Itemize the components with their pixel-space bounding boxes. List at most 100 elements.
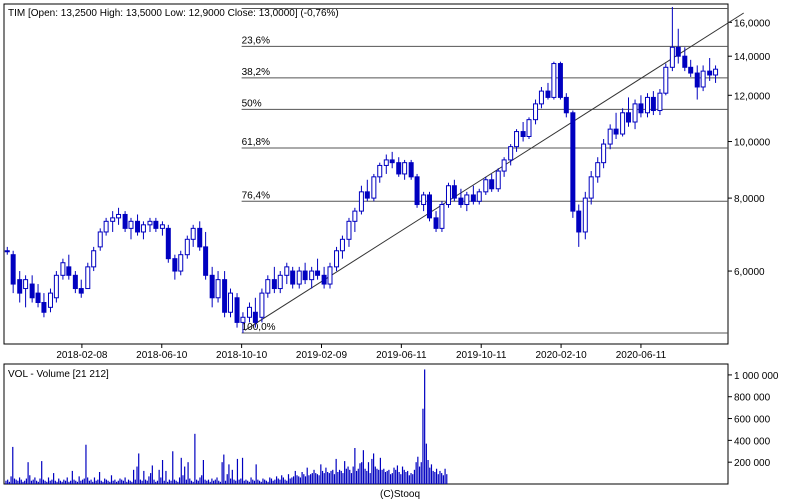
candle-body xyxy=(41,302,47,313)
price-y-tick-label: 8,0000 xyxy=(734,194,765,205)
candle-body xyxy=(352,210,358,222)
candle-body xyxy=(638,103,644,114)
candle-body xyxy=(290,270,296,285)
candle-body xyxy=(625,112,631,123)
candle-body xyxy=(346,220,352,240)
volume-y-tick-label: 200 000 xyxy=(734,458,771,469)
candle-body xyxy=(66,266,72,276)
candle-body xyxy=(147,220,153,226)
volume-header: VOL - Volume [21 212] xyxy=(8,369,109,380)
candle-body xyxy=(371,176,377,199)
price-x-tick-label: 2018-02-08 xyxy=(56,350,108,361)
candle-body xyxy=(240,316,246,323)
candle-body xyxy=(563,96,569,114)
volume-y-tick-label: 400 000 xyxy=(734,436,771,447)
fib-label: 76,4% xyxy=(242,190,270,201)
candle-body xyxy=(408,162,414,178)
candle-body xyxy=(265,279,271,294)
candle-body xyxy=(445,185,451,206)
volume-y-tick-label: 800 000 xyxy=(734,393,771,404)
candle-body xyxy=(508,146,514,161)
candle-body xyxy=(91,250,97,268)
candle-body xyxy=(53,274,59,299)
candle-body xyxy=(663,66,669,94)
candle-body xyxy=(526,119,532,137)
candle-body xyxy=(85,266,91,290)
price-y-tick-label: 10,0000 xyxy=(734,138,771,149)
candle-body xyxy=(78,288,84,294)
candle-body xyxy=(315,270,321,276)
candle-body xyxy=(72,274,78,290)
candle-body xyxy=(252,311,258,323)
candle-body xyxy=(533,103,539,121)
candle-body xyxy=(110,217,116,222)
price-y-tick-label: 12,0000 xyxy=(734,91,771,102)
candle-body xyxy=(657,92,663,112)
candle-body xyxy=(650,96,656,112)
candle-body xyxy=(172,258,178,272)
candle-body xyxy=(700,70,706,88)
footer-copyright: (C)Stooq xyxy=(380,489,420,500)
candle-body xyxy=(259,292,265,318)
candle-body xyxy=(165,227,171,260)
price-x-tick-label: 2019-02-09 xyxy=(296,350,348,361)
candle-body xyxy=(140,224,146,233)
fib-label: 61,8% xyxy=(242,137,270,148)
candle-body xyxy=(426,194,432,219)
candle-body xyxy=(632,103,638,123)
candle-body xyxy=(190,227,196,240)
candle-body xyxy=(713,68,719,76)
candle-body xyxy=(694,72,700,88)
candle-body xyxy=(29,283,35,299)
volume-y-tick-label: 1 000 000 xyxy=(734,371,779,382)
candle-body xyxy=(464,194,470,206)
candle-body xyxy=(309,270,315,281)
candle-body xyxy=(128,220,134,229)
candle-body xyxy=(383,159,389,166)
candle-body xyxy=(433,217,439,229)
candle-body xyxy=(439,204,445,229)
candle-body xyxy=(153,220,159,229)
candle-body xyxy=(495,170,501,190)
candle-body xyxy=(35,292,41,304)
candle-body xyxy=(595,162,601,178)
price-x-tick-label: 2020-06-11 xyxy=(616,350,667,361)
candle-body xyxy=(327,266,333,285)
candle-body xyxy=(197,227,203,248)
fib-label: 38,2% xyxy=(242,67,270,78)
candle-body xyxy=(588,176,594,199)
candle-body xyxy=(601,143,607,164)
candle-body xyxy=(576,210,582,233)
candle-body xyxy=(396,162,402,175)
candle-body xyxy=(707,70,713,76)
candle-body xyxy=(476,191,482,202)
candle-body xyxy=(489,179,495,190)
candle-body xyxy=(551,63,557,98)
candle-body xyxy=(4,250,10,253)
candle-body xyxy=(97,231,103,248)
price-panel-frame xyxy=(3,3,729,345)
candle-body xyxy=(557,63,563,98)
candle-body xyxy=(122,213,128,229)
candle-body xyxy=(501,159,507,172)
candle-body xyxy=(271,279,277,290)
price-x-tick-label: 2020-02-10 xyxy=(535,350,587,361)
candle-body xyxy=(47,292,53,308)
candle-body xyxy=(675,46,681,57)
price-y-tick-label: 6,0000 xyxy=(734,267,765,278)
price-x-tick-label: 2018-10-10 xyxy=(216,350,268,361)
volume-y-tick-label: 600 000 xyxy=(734,415,771,426)
candle-body xyxy=(644,96,650,114)
candle-body xyxy=(209,274,215,299)
candle-body xyxy=(215,279,221,299)
candle-body xyxy=(358,191,364,212)
candle-body xyxy=(23,279,29,290)
candle-body xyxy=(377,164,383,178)
candle-body xyxy=(178,254,184,272)
candle-body xyxy=(682,55,688,68)
candle-body xyxy=(227,292,233,313)
candle-body xyxy=(234,297,240,323)
candle-body xyxy=(514,131,520,148)
candle-body xyxy=(246,306,252,318)
